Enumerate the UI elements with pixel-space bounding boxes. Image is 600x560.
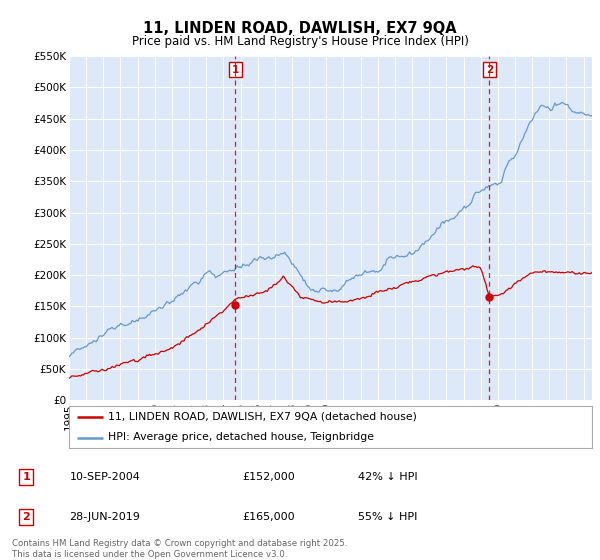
Text: 2: 2	[485, 64, 493, 74]
Text: £152,000: £152,000	[242, 472, 295, 482]
Text: 1: 1	[232, 64, 239, 74]
Text: Contains HM Land Registry data © Crown copyright and database right 2025.
This d: Contains HM Land Registry data © Crown c…	[12, 539, 347, 559]
Text: Price paid vs. HM Land Registry's House Price Index (HPI): Price paid vs. HM Land Registry's House …	[131, 35, 469, 48]
Text: 28-JUN-2019: 28-JUN-2019	[70, 512, 140, 522]
Text: 55% ↓ HPI: 55% ↓ HPI	[358, 512, 417, 522]
Text: 10-SEP-2004: 10-SEP-2004	[70, 472, 140, 482]
Text: 42% ↓ HPI: 42% ↓ HPI	[358, 472, 417, 482]
Text: 1: 1	[23, 472, 30, 482]
Text: HPI: Average price, detached house, Teignbridge: HPI: Average price, detached house, Teig…	[108, 432, 374, 442]
Text: 2: 2	[23, 512, 30, 522]
Text: £165,000: £165,000	[242, 512, 295, 522]
Text: 11, LINDEN ROAD, DAWLISH, EX7 9QA: 11, LINDEN ROAD, DAWLISH, EX7 9QA	[143, 21, 457, 36]
Text: 11, LINDEN ROAD, DAWLISH, EX7 9QA (detached house): 11, LINDEN ROAD, DAWLISH, EX7 9QA (detac…	[108, 412, 417, 422]
